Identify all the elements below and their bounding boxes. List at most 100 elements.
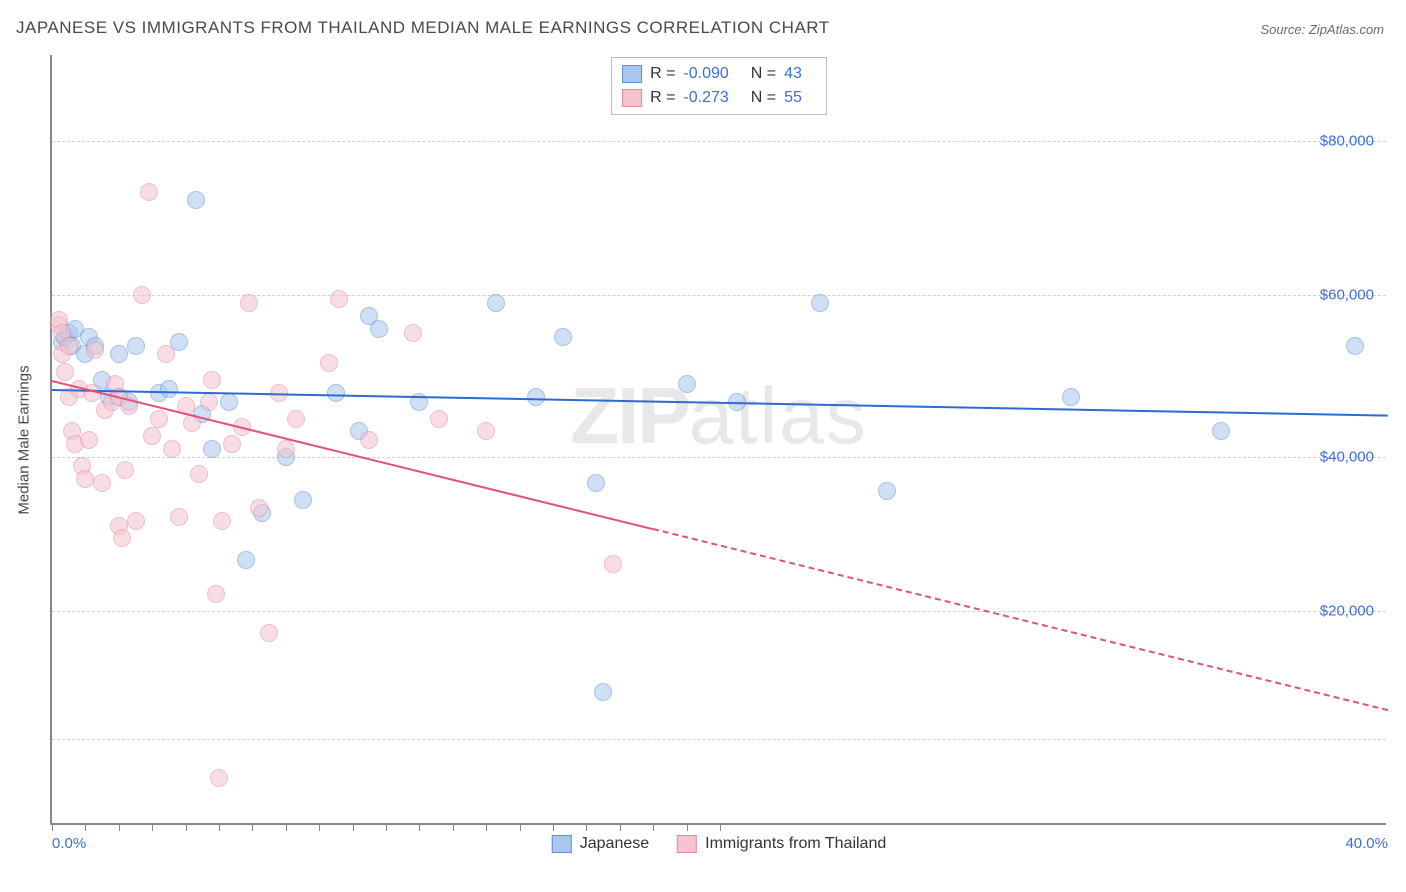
data-point bbox=[604, 555, 622, 573]
data-point bbox=[330, 290, 348, 308]
data-point bbox=[430, 410, 448, 428]
data-point bbox=[203, 371, 221, 389]
data-point bbox=[127, 512, 145, 530]
x-tick bbox=[353, 823, 354, 831]
stat-n-value: 43 bbox=[784, 62, 802, 86]
data-point bbox=[60, 337, 78, 355]
stat-r-value: -0.273 bbox=[683, 86, 728, 110]
x-tick bbox=[520, 823, 521, 831]
legend-item: Japanese bbox=[552, 835, 649, 853]
data-point bbox=[294, 491, 312, 509]
data-point bbox=[360, 431, 378, 449]
data-point bbox=[594, 683, 612, 701]
x-tick bbox=[486, 823, 487, 831]
data-point bbox=[76, 470, 94, 488]
data-point bbox=[210, 769, 228, 787]
data-point bbox=[203, 440, 221, 458]
data-point bbox=[56, 363, 74, 381]
data-point bbox=[113, 529, 131, 547]
data-point bbox=[160, 380, 178, 398]
data-point bbox=[477, 422, 495, 440]
gridline bbox=[52, 611, 1386, 612]
x-tick bbox=[319, 823, 320, 831]
x-tick bbox=[687, 823, 688, 831]
data-point bbox=[200, 393, 218, 411]
legend-swatch bbox=[622, 89, 642, 107]
data-point bbox=[1212, 422, 1230, 440]
data-point bbox=[140, 183, 158, 201]
data-point bbox=[223, 435, 241, 453]
data-point bbox=[260, 624, 278, 642]
watermark-rest: atlas bbox=[689, 371, 868, 460]
gridline bbox=[52, 141, 1386, 142]
x-tick bbox=[586, 823, 587, 831]
source-label: Source: ZipAtlas.com bbox=[1260, 22, 1384, 37]
data-point bbox=[93, 474, 111, 492]
data-point bbox=[1346, 337, 1364, 355]
legend-swatch bbox=[552, 835, 572, 853]
data-point bbox=[250, 499, 268, 517]
data-point bbox=[187, 191, 205, 209]
data-point bbox=[116, 461, 134, 479]
data-point bbox=[327, 384, 345, 402]
data-point bbox=[86, 341, 104, 359]
data-point bbox=[878, 482, 896, 500]
y-tick-label: $80,000 bbox=[1320, 132, 1374, 149]
data-point bbox=[207, 585, 225, 603]
data-point bbox=[157, 345, 175, 363]
data-point bbox=[127, 337, 145, 355]
data-point bbox=[150, 410, 168, 428]
stat-r-prefix: R = bbox=[650, 86, 675, 110]
data-point bbox=[404, 324, 422, 342]
x-tick bbox=[386, 823, 387, 831]
x-tick bbox=[620, 823, 621, 831]
x-tick bbox=[453, 823, 454, 831]
x-tick bbox=[186, 823, 187, 831]
data-point bbox=[143, 427, 161, 445]
data-point bbox=[213, 512, 231, 530]
data-point bbox=[277, 440, 295, 458]
legend-label: Immigrants from Thailand bbox=[705, 835, 886, 853]
legend-item: Immigrants from Thailand bbox=[677, 835, 886, 853]
gridline bbox=[52, 739, 1386, 740]
y-axis-label: Median Male Earnings bbox=[16, 365, 33, 514]
stats-legend: R =-0.090N =43R =-0.273N =55 bbox=[611, 57, 827, 115]
y-tick-label: $40,000 bbox=[1320, 449, 1374, 466]
data-point bbox=[237, 551, 255, 569]
watermark: ZIPatlas bbox=[570, 370, 867, 462]
stat-n-prefix: N = bbox=[751, 86, 776, 110]
x-tick bbox=[553, 823, 554, 831]
data-point bbox=[110, 345, 128, 363]
x-tick bbox=[219, 823, 220, 831]
legend-swatch bbox=[677, 835, 697, 853]
data-point bbox=[190, 465, 208, 483]
data-point bbox=[163, 440, 181, 458]
data-point bbox=[487, 294, 505, 312]
gridline bbox=[52, 457, 1386, 458]
chart-title: JAPANESE VS IMMIGRANTS FROM THAILAND MED… bbox=[16, 18, 830, 38]
trend-line bbox=[52, 389, 1388, 417]
trend-line bbox=[52, 380, 654, 530]
watermark-bold: ZIP bbox=[570, 371, 688, 460]
trend-line bbox=[653, 528, 1388, 711]
stat-r-value: -0.090 bbox=[683, 62, 728, 86]
bottom-legend: Japanese Immigrants from Thailand bbox=[552, 835, 887, 853]
plot-area: ZIPatlas R =-0.090N =43R =-0.273N =55 Ja… bbox=[50, 55, 1386, 825]
data-point bbox=[678, 375, 696, 393]
data-point bbox=[370, 320, 388, 338]
data-point bbox=[80, 431, 98, 449]
stats-legend-row: R =-0.273N =55 bbox=[622, 86, 816, 110]
x-tick bbox=[152, 823, 153, 831]
stat-r-prefix: R = bbox=[650, 62, 675, 86]
data-point bbox=[554, 328, 572, 346]
data-point bbox=[220, 393, 238, 411]
data-point bbox=[320, 354, 338, 372]
y-tick-label: $60,000 bbox=[1320, 286, 1374, 303]
data-point bbox=[811, 294, 829, 312]
data-point bbox=[587, 474, 605, 492]
x-tick bbox=[286, 823, 287, 831]
stat-n-prefix: N = bbox=[751, 62, 776, 86]
data-point bbox=[133, 286, 151, 304]
x-tick bbox=[85, 823, 86, 831]
y-tick-label: $20,000 bbox=[1320, 603, 1374, 620]
